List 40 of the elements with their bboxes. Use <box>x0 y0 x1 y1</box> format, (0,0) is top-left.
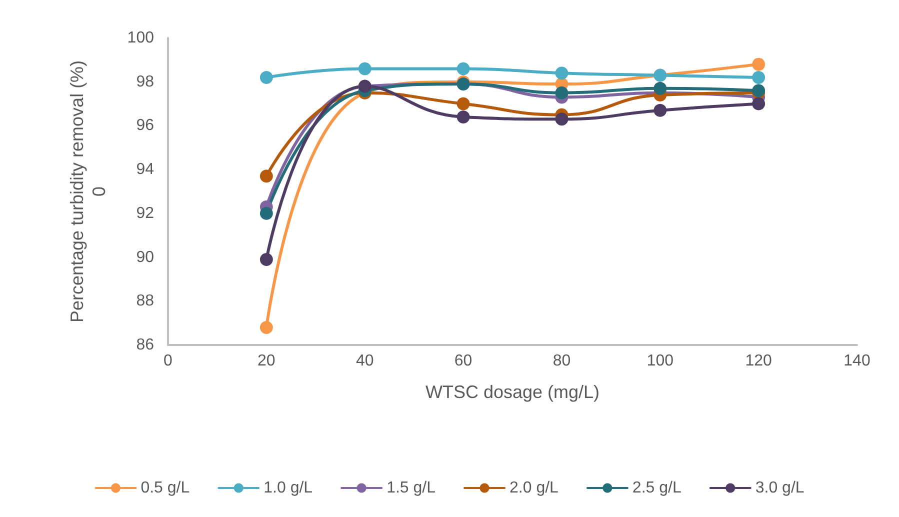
point <box>752 58 766 71</box>
point <box>260 70 273 84</box>
x-tick-label: 60 <box>454 352 472 370</box>
point <box>456 62 470 76</box>
x-tick-label: 80 <box>552 352 571 370</box>
legend-label: 2.5 g/L <box>632 480 682 496</box>
y-tick-label: 100 <box>127 30 154 46</box>
y-tick-label: 94 <box>136 161 154 178</box>
legend-label: 1.0 g/L <box>264 480 313 496</box>
y-tick-label: 98 <box>136 73 154 90</box>
point <box>654 104 667 117</box>
x-axis-title: WTSC dosage (mg/L) <box>425 382 600 402</box>
point <box>260 320 273 334</box>
point <box>752 70 766 84</box>
x-tick-label: 100 <box>646 352 674 370</box>
y-tick-label: 90 <box>136 248 154 266</box>
point <box>260 252 273 266</box>
y-tick-label: 86 <box>136 336 154 354</box>
point <box>654 82 667 95</box>
point <box>456 110 470 124</box>
point <box>555 66 568 80</box>
x-tick-label: 20 <box>258 352 276 370</box>
legend-label: 0.5 g/L <box>140 480 190 496</box>
legend-label: 2.0 g/L <box>510 480 559 496</box>
x-tick-label: 120 <box>745 352 772 370</box>
y-axis-title: Percentage turbidity removal (%) 0 <box>67 60 109 323</box>
legend-label: 1.5 g/L <box>386 480 436 496</box>
x-tick-label: 140 <box>844 352 870 370</box>
point <box>555 112 568 126</box>
point <box>555 86 568 100</box>
point <box>358 62 372 76</box>
legend-label: 3.0 g/L <box>755 480 804 496</box>
point <box>456 97 470 110</box>
point <box>260 206 273 220</box>
y-tick-label: 96 <box>136 117 154 134</box>
y-tick-label: 92 <box>136 204 154 222</box>
point <box>260 170 273 183</box>
x-tick-label: 40 <box>356 352 374 370</box>
x-tick-label: 0 <box>164 352 173 370</box>
y-tick-label: 88 <box>136 292 154 310</box>
